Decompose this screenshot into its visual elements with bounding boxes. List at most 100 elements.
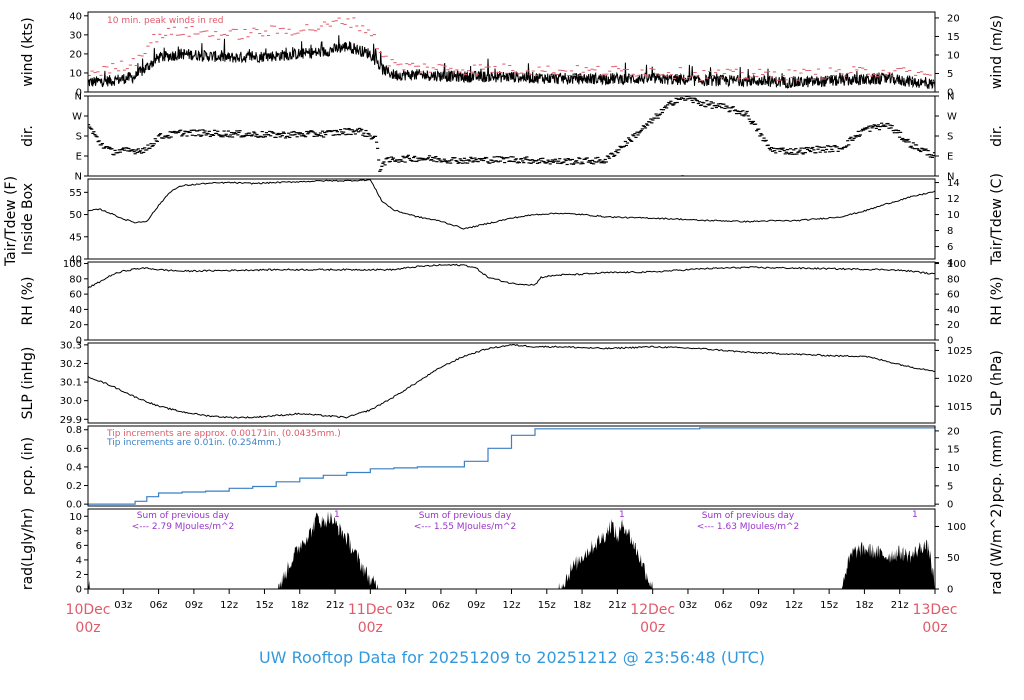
y-tick-label-left: 20 <box>69 320 82 331</box>
y-tick-label-left: 0 <box>76 585 82 596</box>
y-tick-label-right: 80 <box>947 274 960 285</box>
x-day-hour-label: 00z <box>922 620 947 636</box>
annotation-marker: 1 <box>912 510 918 520</box>
y-tick-label-right: 10 <box>947 50 960 61</box>
y-axis-label-left: dir. <box>20 125 36 147</box>
y-axis-label-left: RH (%) <box>20 277 36 326</box>
y-tick-label-right: 20 <box>947 13 960 24</box>
y-tick-label-left: 30.0 <box>60 396 82 407</box>
series-line <box>88 35 935 90</box>
direction-marks <box>88 96 935 176</box>
y-tick-label-left: E <box>76 152 82 163</box>
y-tick-label-left: 0.8 <box>66 425 82 436</box>
panel-frame <box>87 342 936 424</box>
y-tick-label-left: 40 <box>69 305 82 316</box>
y-tick-label-right: 14 <box>947 178 960 189</box>
panel-rad <box>84 508 939 590</box>
y-tick-label-left: 45 <box>69 232 82 243</box>
y-tick-label-right: E <box>947 152 953 163</box>
y-tick-label-left: 6 <box>76 541 82 552</box>
annotation-sum-value: <--- 1.63 MJoules/m^2 <box>697 522 799 532</box>
y-tick-label-right: 0 <box>947 500 953 511</box>
y-axis-label-left: rad(Lgly/hr) <box>20 508 36 590</box>
panel-frame <box>87 178 936 260</box>
x-day-label: 13Dec <box>913 602 958 618</box>
y-tick-label-left: 2 <box>76 570 82 581</box>
y-tick-label-right: 10 <box>947 210 960 221</box>
x-tick-label: 12z <box>785 600 803 611</box>
panel-temp <box>84 178 939 264</box>
annotation-peak-winds: 10 min. peak winds in red <box>107 16 224 26</box>
annotation-sum-value: <--- 1.55 MJoules/m^2 <box>414 522 516 532</box>
series-line <box>88 263 935 289</box>
x-tick-label: 18z <box>291 600 309 611</box>
x-tick-label: 03z <box>679 600 697 611</box>
x-tick-label: 21z <box>608 600 626 611</box>
x-tick-label: 03z <box>114 600 132 611</box>
y-tick-label-left: 0 <box>76 336 82 347</box>
y-tick-label-left: 0.2 <box>66 481 82 492</box>
y-tick-label-right: 0 <box>947 585 953 596</box>
y-tick-label-left: 40 <box>69 11 82 22</box>
x-tick-label: 06z <box>150 600 168 611</box>
precip-line <box>88 427 935 505</box>
y-tick-label-right: 1020 <box>947 374 972 385</box>
x-tick-label: 18z <box>573 600 591 611</box>
y-tick-label-left: 100 <box>63 259 82 270</box>
x-tick-label: 21z <box>891 600 909 611</box>
y-tick-label-right: 20 <box>947 320 960 331</box>
y-tick-label-left: 10 <box>69 68 82 79</box>
y-tick-label-left: W <box>72 112 82 123</box>
annotation-sum-label: Sum of previous day <box>419 511 512 521</box>
x-tick-label: 21z <box>326 600 344 611</box>
x-tick-label: 12z <box>503 600 521 611</box>
panel-pcp <box>84 425 939 507</box>
x-day-label: 12Dec <box>630 602 675 618</box>
y-tick-label-left: 8 <box>76 526 82 537</box>
annotation-sum-label: Sum of previous day <box>702 511 795 521</box>
annotation-tip-approx: Tip increments are approx. 0.00171in. (0… <box>106 429 341 439</box>
annotation-sum-value: <--- 2.79 MJoules/m^2 <box>132 522 234 532</box>
panel-slp <box>84 342 939 424</box>
y-axis-label-left: wind (kts) <box>20 17 36 86</box>
y-tick-label-right: S <box>947 132 953 143</box>
y-tick-label-right: 8 <box>947 226 953 237</box>
annotation-marker: 1 <box>619 510 625 520</box>
y-axis-label-left: SLP (inHg) <box>20 347 36 420</box>
y-tick-label-left: 50 <box>69 210 82 221</box>
y-tick-label-right: 5 <box>947 69 953 80</box>
y-axis-label-right: Tair/Tdew (C) <box>989 173 1005 266</box>
series-line <box>88 179 935 230</box>
chart-title: UW Rooftop Data for 20251209 to 20251212… <box>258 648 766 667</box>
x-day-hour-label: 00z <box>640 620 665 636</box>
x-tick-label: 09z <box>750 600 768 611</box>
panel-frame <box>87 11 936 93</box>
x-day-label: 10Dec <box>66 602 111 618</box>
x-tick-label: 15z <box>538 600 556 611</box>
y-tick-label-right: 20 <box>947 426 960 437</box>
y-tick-label-left: N <box>75 172 82 183</box>
y-axis-label-right: SLP (hPa) <box>989 350 1005 416</box>
y-axis-label-right: dir. <box>989 125 1005 147</box>
y-tick-label-right: 6 <box>947 242 953 253</box>
x-tick-label: 06z <box>714 600 732 611</box>
series-line <box>88 343 935 419</box>
y-tick-label-right: 5 <box>947 481 953 492</box>
x-tick-label: 09z <box>467 600 485 611</box>
panel-frame <box>87 261 936 341</box>
y-tick-label-right: 1015 <box>947 402 972 413</box>
x-tick-label: 18z <box>855 600 873 611</box>
y-axis-label-left-2: Inside Box <box>20 183 36 255</box>
panel-dir <box>84 95 939 177</box>
y-tick-label-right: 50 <box>947 553 960 564</box>
y-axis-label-left: Tair/Tdew (F) <box>3 176 19 267</box>
y-tick-label-right: 10 <box>947 463 960 474</box>
y-tick-label-right: 100 <box>947 522 966 533</box>
y-axis-label-right: pcp. (mm) <box>989 430 1005 503</box>
y-tick-label-right: 100 <box>947 259 966 270</box>
y-tick-label-left: 30.1 <box>60 378 82 389</box>
y-axis-label-right: rad (W/m^2) <box>989 503 1005 594</box>
x-tick-label: 09z <box>185 600 203 611</box>
y-tick-label-left: S <box>76 132 82 143</box>
